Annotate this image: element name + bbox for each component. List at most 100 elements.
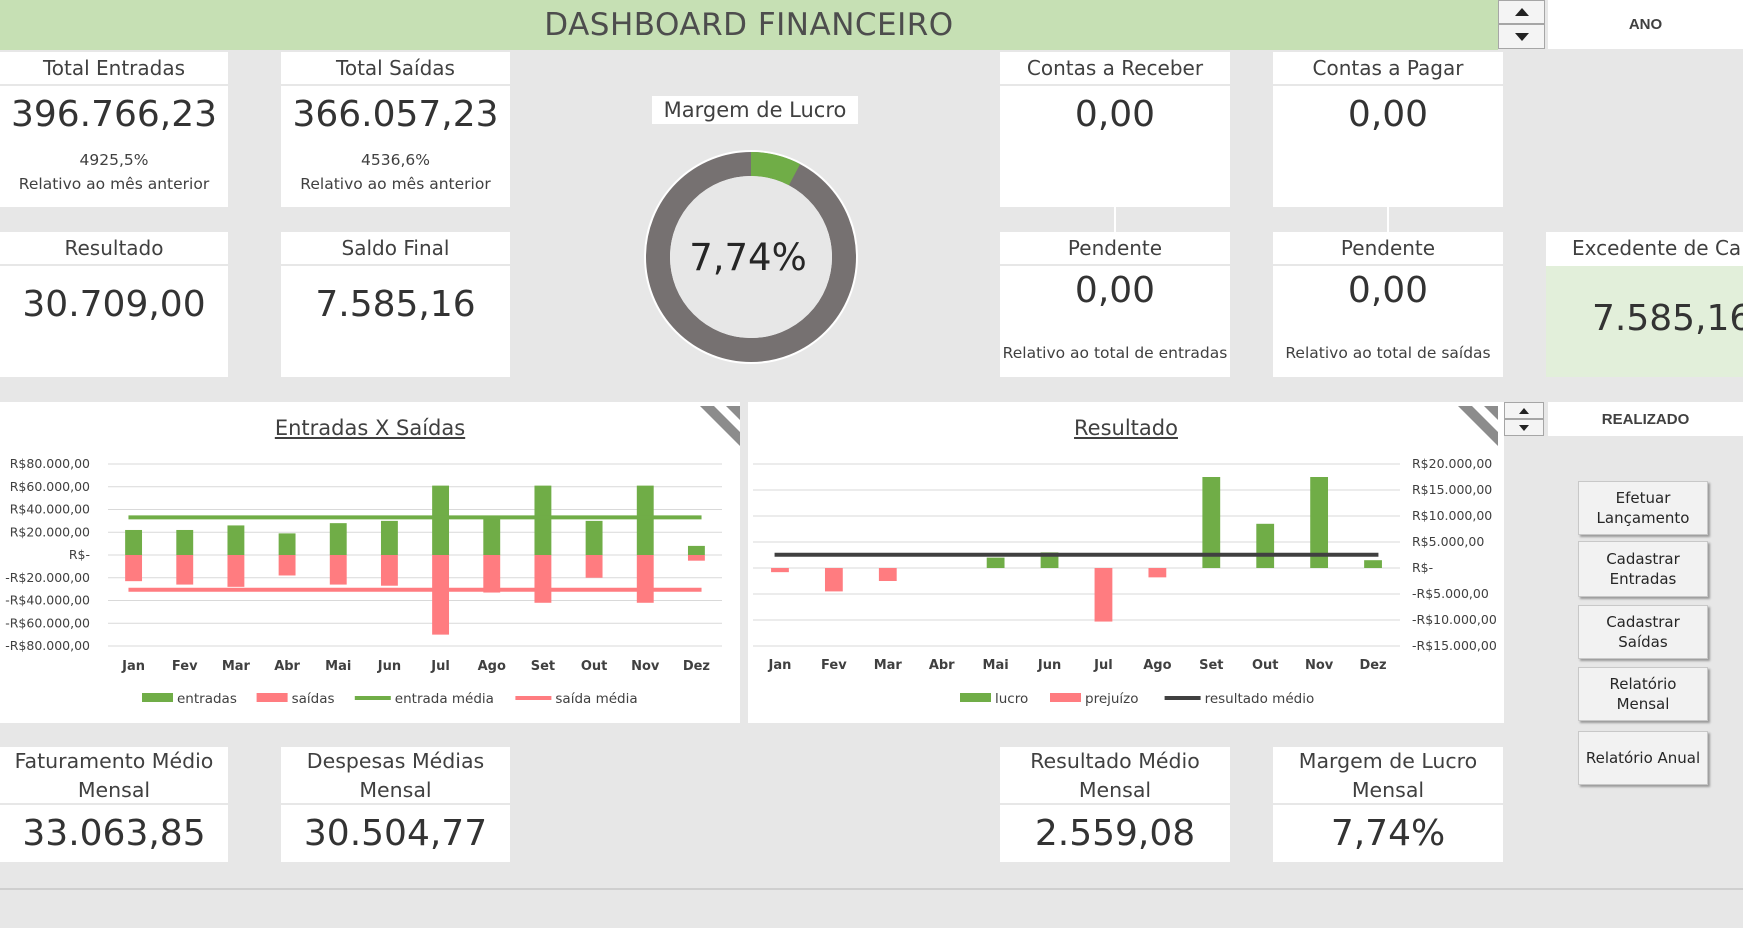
card-divider	[1000, 803, 1230, 805]
card-divider	[281, 803, 510, 805]
x-tick-label: Out	[581, 659, 608, 674]
bottom-strip	[0, 888, 1743, 928]
card-despesas-medias: Despesas Médias Mensal 30.504,77	[281, 747, 510, 862]
card-title: Pendente	[1000, 232, 1230, 266]
bar-lucro	[1364, 560, 1382, 568]
legend-swatch	[142, 693, 173, 702]
bar-saídas	[278, 555, 296, 576]
arrow-down-icon	[1519, 424, 1529, 431]
spin-up-button[interactable]	[1498, 0, 1545, 24]
legend-label: resultado médio	[1205, 691, 1315, 707]
arrow-down-icon	[1514, 32, 1529, 41]
legend-swatch	[960, 693, 991, 702]
card-value: 366.057,23	[292, 94, 499, 135]
bar-saídas	[687, 555, 705, 561]
x-tick-label: Set	[531, 659, 555, 674]
mode-label: REALIZADO	[1548, 402, 1743, 436]
card-value: 33.063,85	[22, 813, 206, 854]
card-total-entradas: Total Entradas 396.766,23 4925,5% Relati…	[0, 52, 228, 207]
bar-saídas	[329, 555, 347, 585]
bar-lucro	[1202, 477, 1221, 568]
card-title: Resultado	[0, 232, 228, 266]
card-value: 7.585,16	[1592, 298, 1743, 339]
donut-fill-arc	[646, 152, 856, 362]
card-saldo-final: Saldo Final 7.585,16	[281, 232, 510, 377]
legend-label: entradas	[177, 691, 237, 707]
bar-entradas	[534, 485, 552, 555]
card-excedente-caixa: Excedente de Caixa 7.585,16	[1546, 232, 1743, 377]
card-value: 2.559,08	[1034, 813, 1196, 854]
card-pendente-receber: Pendente 0,00 Relativo ao total de entra…	[1000, 232, 1230, 377]
card-title: Pendente	[1273, 232, 1503, 266]
card-contas-receber: Contas a Receber 0,00	[1000, 52, 1230, 207]
bar-prejuízo	[824, 568, 843, 592]
relatorio-anual-button[interactable]: Relatório Anual	[1578, 731, 1708, 785]
cadastrar-saidas-button[interactable]: Cadastrar Saídas	[1578, 605, 1708, 659]
bar-entradas	[687, 545, 705, 555]
y-tick-label: -R$15.000,00	[1412, 638, 1497, 653]
bar-entradas	[380, 520, 398, 555]
x-tick-label: Ago	[1143, 658, 1171, 673]
card-title: Margem de Lucro Mensal	[1298, 749, 1478, 802]
card-value: 396.766,23	[10, 94, 218, 135]
x-tick-label: Nov	[631, 659, 660, 674]
card-percent: 4925,5%	[79, 151, 149, 169]
y-tick-label: -R$5.000,00	[1412, 586, 1489, 601]
bar-entradas	[278, 533, 296, 555]
arrow-up-icon	[1514, 8, 1529, 16]
card-value-box: 7.585,16	[1546, 266, 1743, 377]
bar-entradas	[176, 529, 194, 555]
mode-up-button[interactable]	[1504, 402, 1544, 419]
x-tick-label: Dez	[683, 659, 710, 674]
bar-saídas	[636, 555, 654, 603]
card-value: 7.585,16	[315, 284, 476, 325]
bar-lucro	[1256, 523, 1275, 568]
legend-swatch	[256, 693, 288, 702]
card-resultado: Resultado 30.709,00	[0, 232, 228, 377]
x-tick-label: Set	[1199, 658, 1223, 673]
bar-entradas	[483, 516, 501, 555]
card-note: Relativo ao mês anterior	[300, 175, 491, 193]
legend-label: prejuízo	[1085, 691, 1139, 707]
x-tick-label: Nov	[1305, 658, 1334, 673]
bar-saídas	[125, 555, 143, 582]
legend-label: lucro	[995, 691, 1028, 707]
y-tick-label: -R$20.000,00	[5, 570, 90, 585]
card-value: 0,00	[1347, 94, 1429, 135]
y-tick-label: R$15.000,00	[1412, 482, 1492, 497]
bar-entradas	[329, 523, 347, 555]
profit-margin-donut: 7,74%	[644, 150, 858, 364]
card-title: Saldo Final	[281, 232, 510, 266]
x-tick-label: Mar	[874, 658, 903, 673]
chart-entradas-saidas-panel: Entradas X Saídas R$80.000,00 R$60.000,00…	[0, 402, 740, 723]
y-tick-label: R$20.000,00	[1412, 456, 1492, 471]
y-tick-label: R$-	[1412, 560, 1433, 575]
legend-label: saídas	[292, 691, 335, 707]
card-pendente-pagar: Pendente 0,00 Relativo ao total de saída…	[1273, 232, 1503, 377]
y-tick-label: R$20.000,00	[10, 524, 90, 539]
x-tick-label: Dez	[1359, 658, 1386, 673]
bar-saídas	[534, 555, 552, 603]
connector-line	[1114, 207, 1116, 232]
entradas-saidas-chart: R$80.000,00 R$60.000,00 R$40.000,00 R$20.00…	[5, 456, 722, 707]
bar-entradas	[125, 529, 143, 555]
y-tick-label: R$10.000,00	[1412, 508, 1492, 523]
x-tick-label: Jun	[1037, 658, 1061, 673]
x-tick-label: Mai	[983, 658, 1009, 673]
y-tick-label: -R$80.000,00	[5, 638, 90, 653]
y-tick-label: R$80.000,00	[10, 456, 90, 471]
relatorio-mensal-button[interactable]: Relatório Mensal	[1578, 667, 1708, 721]
mode-down-button[interactable]	[1504, 419, 1544, 436]
bar-saídas	[432, 555, 450, 635]
card-resultado-medio: Resultado Médio Mensal 2.559,08	[1000, 747, 1230, 862]
bar-saídas	[585, 555, 603, 578]
cadastrar-entradas-button[interactable]: Cadastrar Entradas	[1578, 541, 1708, 597]
bar-prejuízo	[771, 568, 789, 573]
spin-down-button[interactable]	[1498, 24, 1545, 49]
card-percent: 4536,6%	[361, 151, 430, 169]
x-tick-label: Jan	[768, 658, 792, 673]
bar-entradas	[227, 525, 245, 555]
bar-saídas	[227, 555, 245, 587]
efetuar-lancamento-button[interactable]: Efetuar Lançamento	[1578, 481, 1708, 535]
resultado-chart: R$20.000,00 R$15.000,00 R$10.000,00 R$5.000…	[753, 456, 1497, 707]
